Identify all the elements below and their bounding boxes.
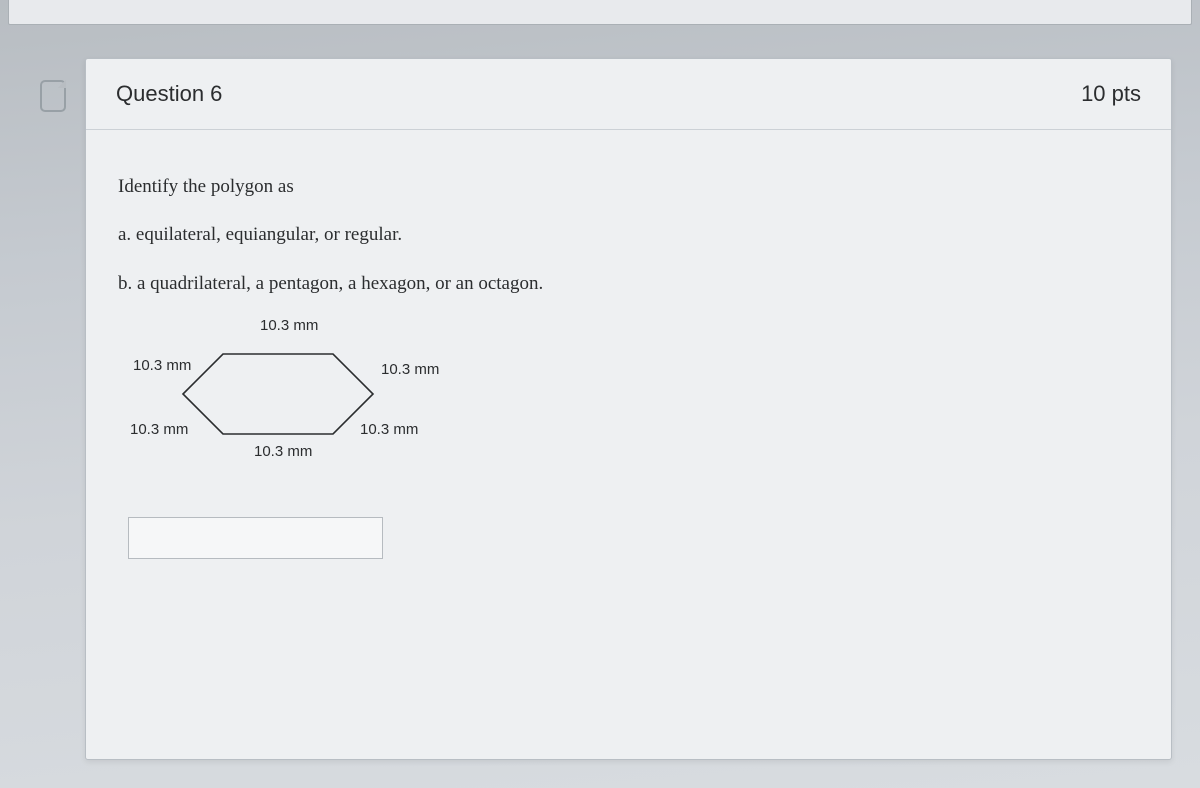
- hexagon-shape: [183, 354, 373, 434]
- question-nav-page-icon[interactable]: [40, 80, 66, 112]
- side-label-bottom: 10.3 mm: [254, 443, 312, 460]
- side-label-top: 10.3 mm: [260, 317, 318, 334]
- side-label-upper-right: 10.3 mm: [381, 361, 439, 378]
- side-label-lower-right: 10.3 mm: [360, 421, 418, 438]
- answer-input[interactable]: [128, 517, 383, 559]
- question-header: Question 6 10 pts: [86, 59, 1171, 130]
- polygon-figure: 10.3 mm 10.3 mm 10.3 mm 10.3 mm 10.3 mm …: [128, 339, 488, 559]
- question-prompt: Identify the polygon as: [118, 172, 1139, 202]
- question-card: Question 6 10 pts Identify the polygon a…: [85, 58, 1172, 760]
- top-toolbar-fragment: [8, 0, 1192, 25]
- side-label-lower-left: 10.3 mm: [130, 421, 188, 438]
- question-option-a: a. equilateral, equiangular, or regular.: [118, 220, 1139, 250]
- question-body: Identify the polygon as a. equilateral, …: [86, 130, 1171, 759]
- side-label-upper-left: 10.3 mm: [133, 357, 191, 374]
- question-option-b: b. a quadrilateral, a pentagon, a hexago…: [118, 269, 1139, 299]
- question-title: Question 6: [116, 81, 222, 107]
- question-points: 10 pts: [1081, 81, 1141, 107]
